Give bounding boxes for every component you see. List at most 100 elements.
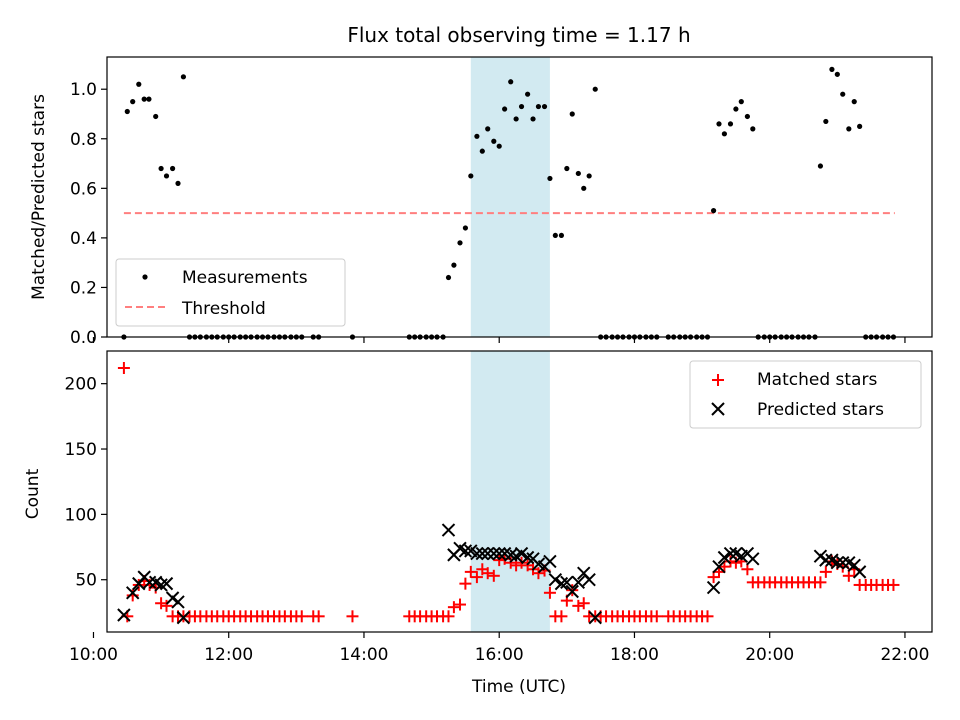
matched-star-point — [470, 571, 483, 584]
x-tick-label: 18:00 — [610, 645, 659, 665]
matched-star-point — [819, 565, 832, 578]
predicted-star-point — [142, 575, 157, 590]
measurement-point — [733, 106, 739, 112]
highlighted-interval — [470, 351, 550, 632]
measurement-point — [180, 74, 187, 80]
legend-label-threshold: Threshold — [181, 299, 266, 319]
predicted-star-point — [571, 575, 586, 590]
measurement-point — [175, 180, 181, 186]
predicted-star-point — [712, 559, 726, 574]
measurement-point — [141, 96, 147, 102]
matched-star-point — [312, 610, 325, 623]
star-count-panel: 50 100 150 200 10:00 12:00 14:00 16:00 18:00 20:0… — [23, 350, 933, 697]
matched-star-point — [346, 610, 359, 623]
predicted-star-point — [117, 608, 131, 622]
matched-star-point — [577, 597, 590, 610]
measurement-point — [136, 81, 142, 87]
matched-star-point — [160, 599, 173, 612]
predicted-star-point — [717, 550, 732, 565]
predicted-star-point — [723, 546, 738, 561]
matched-star-point — [724, 555, 737, 568]
matched-star-point — [572, 599, 585, 612]
predicted-star-point — [560, 575, 574, 590]
predicted-star-point — [475, 546, 490, 561]
measurement-point — [857, 123, 863, 129]
measurement-point — [840, 91, 846, 97]
predicted-star-point — [441, 523, 456, 537]
matched-star-point — [487, 569, 500, 582]
measurement-point — [721, 131, 727, 137]
y-tick-label: 0.2 — [70, 278, 97, 298]
x-tick-label: 20:00 — [745, 645, 794, 665]
measurement-point — [552, 232, 558, 239]
y-tick-label: 100 — [65, 505, 97, 525]
flux-ratio-panel: 0.0 0.2 0.4 0.6 0.8 1.0 Matched/Predicted sta… — [29, 56, 933, 348]
measurement-point — [581, 185, 587, 191]
matched-star-point — [442, 610, 455, 623]
measurement-point — [462, 225, 469, 231]
matched-star-point — [295, 610, 308, 623]
predicted-star-point — [543, 554, 557, 569]
legend: Measurements Threshold — [115, 258, 346, 327]
predicted-star-point — [819, 553, 833, 567]
predicted-star-point — [171, 595, 185, 609]
measurement-point — [169, 165, 176, 172]
matched-star-point — [155, 597, 168, 610]
measurement-point — [535, 103, 542, 110]
legend: Matched stars Predicted stars — [689, 360, 922, 429]
measurement-point — [479, 148, 485, 154]
y-axis-label: Count — [23, 468, 43, 519]
measurement-point — [829, 66, 835, 72]
predicted-star-point — [125, 586, 140, 600]
y-tick-label: 0.0 — [70, 328, 97, 348]
measurement-point — [474, 133, 480, 139]
measurement-point — [153, 113, 159, 120]
predicted-star-point — [487, 546, 501, 561]
measurement-point — [569, 111, 575, 117]
measurement-point — [586, 173, 592, 179]
measurement-point — [851, 99, 857, 105]
matched-star-point — [543, 586, 556, 599]
predicted-star-point — [582, 573, 596, 587]
predicted-star-point — [514, 546, 529, 561]
matched-star-point — [117, 361, 130, 374]
measurement-point — [547, 175, 553, 182]
measurement-point — [518, 103, 525, 110]
x-tick-label: 14:00 — [339, 645, 388, 665]
measurement-point — [513, 116, 519, 122]
y-axis-label: Matched/Predicted stars — [29, 94, 49, 300]
matched-star-point — [650, 610, 663, 623]
predicted-star-point — [565, 584, 579, 599]
x-tick-label: 22:00 — [880, 645, 929, 665]
measurement-point — [146, 96, 152, 102]
predicted-star-point — [176, 610, 191, 625]
y-tick-label: 1.0 — [70, 80, 97, 100]
measurement-point — [744, 113, 750, 120]
measurement-point — [592, 86, 598, 92]
matched-star-point — [453, 598, 466, 611]
legend-marker-matched — [712, 374, 724, 386]
matched-star-point — [459, 577, 472, 590]
legend-label-predicted: Predicted stars — [757, 400, 884, 420]
predicted-star-point — [458, 544, 473, 558]
measurement-point — [564, 165, 570, 172]
measurement-point — [750, 126, 756, 132]
matched-star-point — [814, 576, 827, 589]
predicted-star-point — [159, 576, 174, 591]
predicted-star-point — [481, 546, 495, 561]
y-tick-label: 200 — [65, 375, 97, 395]
matched-star-point — [447, 601, 460, 614]
matched-star-point — [481, 567, 494, 580]
measurement-point — [130, 99, 136, 105]
measurement-point — [485, 126, 491, 132]
legend-marker-predicted — [711, 402, 725, 416]
measurement-point — [124, 108, 130, 115]
matched-star-point — [532, 567, 545, 580]
measurement-point — [846, 126, 852, 132]
star-count-axes: 50 100 150 200 10:00 12:00 14:00 16:00 18:00 20:0… — [65, 350, 933, 665]
measurement-point — [508, 79, 514, 85]
measurement-point — [738, 99, 744, 105]
y-tick-label: 50 — [75, 571, 97, 591]
measurement-point — [817, 163, 824, 169]
measurement-point — [525, 91, 531, 97]
